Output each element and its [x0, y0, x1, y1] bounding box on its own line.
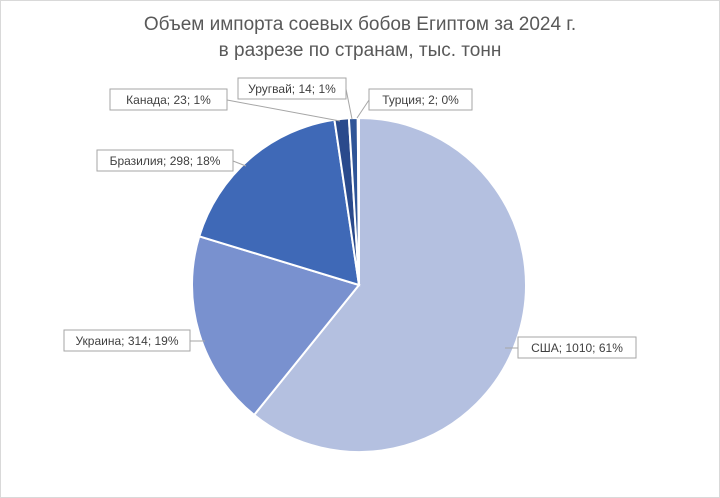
data-label-box-3 — [109, 88, 228, 111]
pie-slice-1 — [191, 235, 361, 417]
leader-line-4 — [345, 88, 353, 120]
data-label-box-2 — [96, 149, 234, 172]
pie-slices — [191, 116, 527, 453]
pie-slice-2 — [198, 118, 361, 287]
data-labels: США; 1010; 61% Украина; 314; 19% Бразилия;… — [63, 77, 637, 359]
data-label-3: Канада; 23; 1% — [126, 93, 211, 107]
leader-line-3 — [226, 99, 341, 122]
leader-line-5 — [356, 99, 370, 119]
data-label-2: Бразилия; 298; 18% — [110, 154, 221, 168]
leader-line-2 — [232, 160, 247, 167]
data-label-4: Уругвай; 14; 1% — [248, 82, 336, 96]
data-label-5: Турция; 2; 0% — [382, 93, 459, 107]
data-label-box-5 — [368, 88, 473, 111]
chart-title-line-1: Объем импорта соевых бобов Египтом за 20… — [143, 14, 577, 35]
data-label-0: США; 1010; 61% — [531, 341, 623, 355]
pie-slice-0 — [252, 116, 527, 453]
data-label-box-0 — [517, 336, 637, 359]
data-label-box-4 — [237, 77, 347, 100]
data-label-1: Украина; 314; 19% — [75, 334, 178, 348]
chart-title-line-2: в разрезе по странам, тыс. тонн — [218, 40, 502, 61]
data-label-box-1 — [63, 329, 191, 352]
chart-title: Объем импорта соевых бобов Египтом за 20… — [0, 12, 720, 64]
pie-slice-5 — [356, 116, 360, 286]
